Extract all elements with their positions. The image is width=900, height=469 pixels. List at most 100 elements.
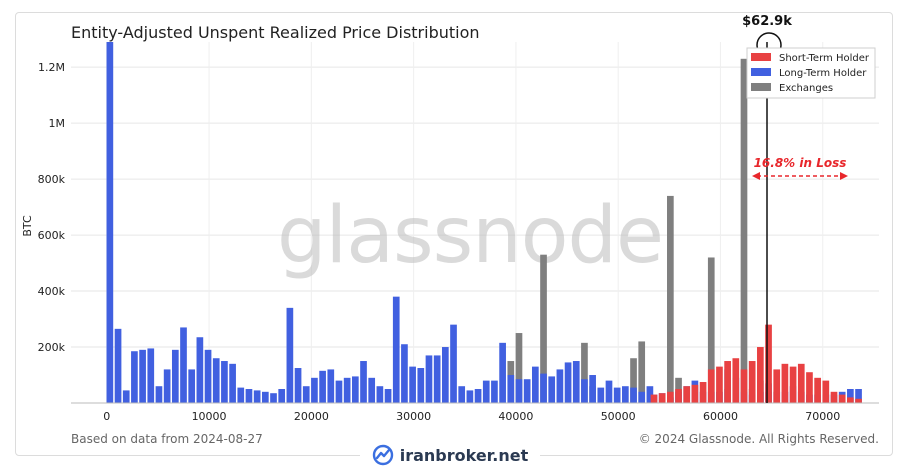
bar-exchanges [540,254,547,403]
watermark-text: glassnode [277,191,663,281]
y-axis-label: BTC [21,215,34,237]
bar-sth [732,358,740,403]
bar-lth [131,351,138,403]
bar-lth [180,327,187,403]
bar-lth [139,349,146,403]
bar-lth [261,391,269,403]
bar-lth [319,370,326,403]
bar-lth [540,373,547,403]
bar-sth [814,377,821,403]
bar-lth [589,375,596,403]
bar-sth [716,366,723,403]
bar-lth [605,380,613,403]
bar-sth [691,384,699,403]
y-tick-label: 400k [38,285,66,298]
footer-source: Based on data from 2024-08-27 [71,432,263,446]
x-tick-label: 30000 [396,410,431,423]
x-tick-label: 60000 [703,410,738,423]
legend-swatch-exchanges [751,83,771,91]
legend: Short-Term Holder Long-Term Holder Excha… [746,47,876,99]
x-tick-label: 40000 [498,410,533,423]
bar-lth [482,380,490,403]
x-tick-label: 50000 [601,410,636,423]
bar-lth [212,358,220,403]
bar-lth [237,387,245,403]
legend-swatch-lth [751,68,771,76]
bar-sth [667,391,674,403]
y-tick-label: 600k [38,229,66,242]
bar-lth [564,362,572,403]
bar-lth [523,379,531,403]
loss-label: 16.8% in Loss [754,156,847,170]
bar-sth [855,398,862,403]
bar-sth [683,386,691,403]
bar-lth [491,380,498,403]
bar-lth [122,390,130,403]
bar-lth [466,390,474,403]
bar-lth [433,355,441,403]
bar-lth [163,369,171,403]
x-tick-label: 0 [103,410,110,423]
bar-lth [196,337,204,403]
bar-lth [425,355,433,403]
bar-sth [675,389,682,403]
bar-lth [409,366,416,403]
bar-lth [417,368,425,403]
bar-exchanges [638,341,646,403]
brand-badge: iranbroker.net [360,441,540,469]
bar-lth [474,389,482,403]
y-tick-label: 800k [38,173,66,186]
bar-sth [650,394,658,403]
bar-sth [781,363,789,403]
bar-lth [581,379,588,403]
bar-lth [327,369,335,403]
bar-lth [401,344,408,403]
bar-lth [613,387,621,403]
bar-sth [748,361,756,403]
bar-lth [630,387,637,403]
bar-exchanges [707,257,715,403]
bar-sth [757,347,764,403]
bar-lth [847,389,854,403]
brand-logo-icon [372,444,393,466]
bar-lth [278,389,286,403]
x-tick-label: 70000 [805,410,840,423]
bar-exchanges [667,195,674,403]
bar-lth [515,379,523,403]
bar-lth [155,386,163,403]
bar-sth [789,366,797,403]
bar-lth [294,368,302,403]
bar-lth [229,363,236,403]
bar-exchanges [630,358,637,403]
axes: 200k 400k 600k 800k 1M 1.2M 0 10000 20000 30000 40… [38,61,879,423]
bar-lth [245,389,253,403]
bar-sth [707,369,715,403]
y-tick-label: 1M [49,117,66,130]
bar-sth [658,393,666,403]
bar-lth [204,349,212,403]
bar-lth [646,386,654,403]
bar-lth [286,307,294,403]
loss-arrow-left-icon [752,172,760,180]
bar-lth [221,361,228,403]
bar-sth [740,369,748,403]
bar-sth [830,391,838,403]
bar-lth [392,296,400,403]
legend-swatch-sth [751,53,771,61]
bar-lth [450,324,457,403]
bar-lth [458,386,466,403]
bar-sth [765,324,772,403]
x-tick-label: 20000 [294,410,329,423]
bar-sth [822,380,830,403]
bar-lth [638,391,646,403]
bar-lth [171,349,179,403]
bar-lth [368,377,376,403]
chart-title: Entity-Adjusted Unspent Realized Price D… [71,23,480,42]
bar-sth [699,382,707,403]
bar-sth [797,363,805,403]
bar-lth [499,342,506,403]
bar-lth [572,361,580,403]
bar-lth [351,376,359,403]
bar-lth [360,361,367,403]
bar-exchanges [581,342,588,403]
